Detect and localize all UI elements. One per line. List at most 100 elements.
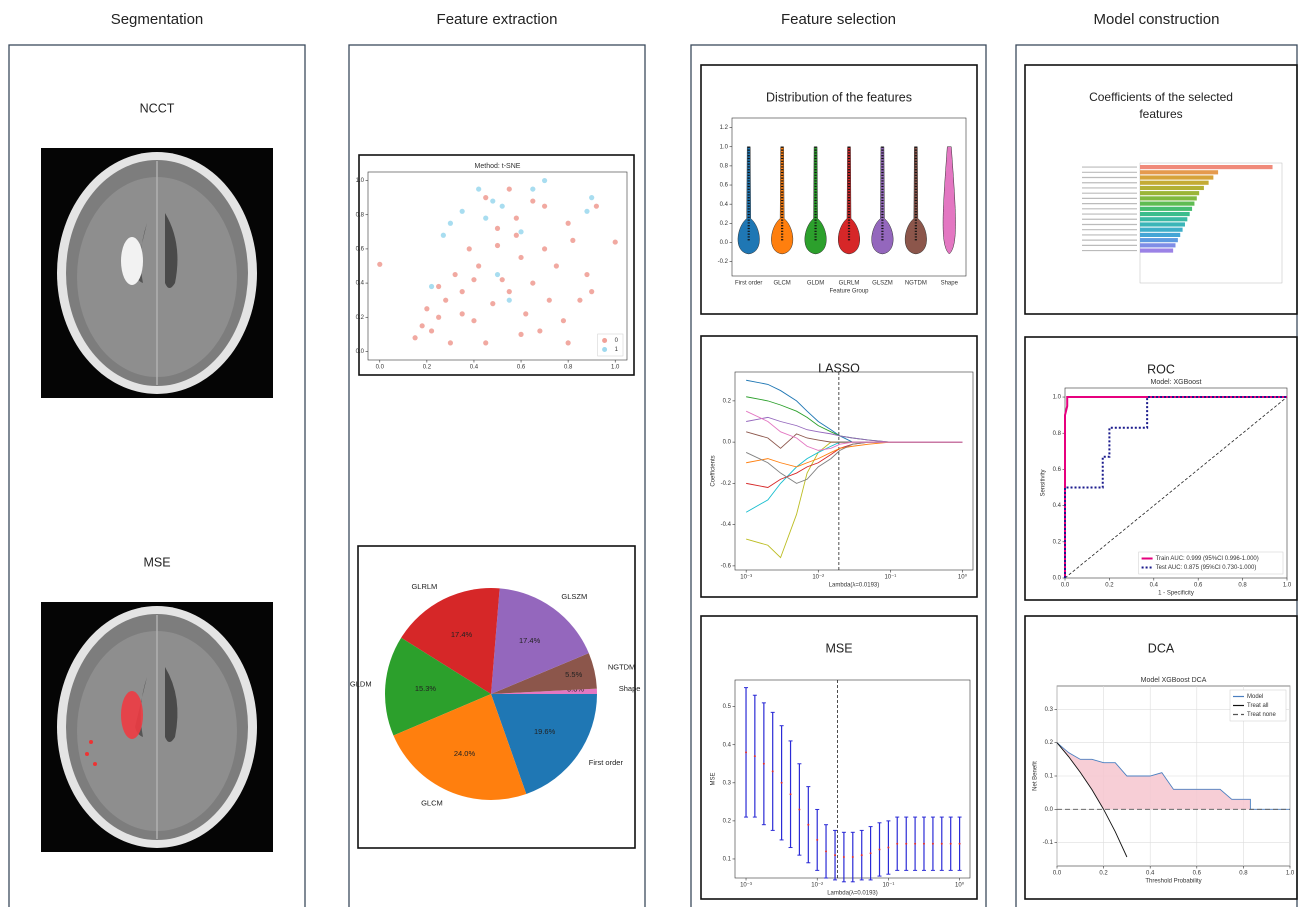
pie-label: Shape <box>619 684 641 693</box>
mean-point <box>932 843 934 845</box>
line-series <box>746 442 962 467</box>
bar <box>1140 228 1183 232</box>
scatter-point <box>476 186 481 191</box>
line-series <box>746 442 962 483</box>
scatter-point <box>518 229 523 234</box>
line-series <box>746 397 962 442</box>
x-axis-label: Threshold Probability <box>1145 879 1201 885</box>
legend-label: Treat none <box>1247 712 1276 718</box>
x-tick-label: 0.4 <box>1146 871 1155 877</box>
scatter-point <box>495 243 500 248</box>
bar <box>1140 217 1187 221</box>
panel-title: ROC <box>1147 362 1175 376</box>
bar <box>1140 248 1173 252</box>
scatter-point <box>483 195 488 200</box>
scatter-point <box>584 272 589 277</box>
scatter-point <box>613 239 618 244</box>
x-tick-label: Shape <box>941 281 959 287</box>
y-tick-label: 0.8 <box>720 163 729 169</box>
line-series <box>746 442 962 558</box>
bar <box>1140 170 1218 174</box>
lesion-spot <box>89 740 93 744</box>
scatter-point <box>589 289 594 294</box>
x-tick-label: 0.0 <box>376 365 385 371</box>
scatter-point <box>570 238 575 243</box>
chart-title: Method: t-SNE <box>475 163 521 170</box>
x-tick-label: GLSZM <box>872 281 893 287</box>
scatter-point <box>530 280 535 285</box>
x-tick-label: 0.4 <box>1150 583 1159 589</box>
ct-image <box>41 602 273 852</box>
x-tick-label: 0.0 <box>1053 871 1062 877</box>
bar <box>1140 186 1204 190</box>
scatter-point <box>467 246 472 251</box>
scatter-point <box>429 328 434 333</box>
mean-point <box>959 843 961 845</box>
pie-value-label: 17.4% <box>519 636 541 645</box>
mean-point <box>798 808 800 810</box>
y-tick-label: 0.4 <box>356 281 365 287</box>
bar <box>1140 181 1209 185</box>
bar <box>1140 196 1197 200</box>
scatter-point <box>577 298 582 303</box>
scatter-point <box>441 233 446 238</box>
scatter-point <box>530 186 535 191</box>
scatter-point <box>554 263 559 268</box>
y-tick-label: 0.0 <box>723 440 732 446</box>
y-tick-label: -0.1 <box>1043 840 1054 846</box>
scatter-point <box>436 284 441 289</box>
y-axis-label: MSE <box>711 772 717 785</box>
y-tick-label: 0.2 <box>356 315 365 321</box>
pie-value-label: 17.4% <box>451 630 473 639</box>
y-tick-label: 0.2 <box>723 398 732 404</box>
scatter-point <box>514 233 519 238</box>
violin <box>943 147 956 254</box>
pie-label: NGTDM <box>608 662 636 671</box>
bar <box>1140 233 1180 237</box>
workflow-figure: SegmentationFeature extractionFeature se… <box>0 0 1299 907</box>
y-tick-label: 0.0 <box>1045 807 1054 813</box>
lesion-spot <box>93 762 97 766</box>
column-title: Segmentation <box>111 11 204 28</box>
scatter-point <box>566 340 571 345</box>
y-tick-label: 0.0 <box>1053 576 1062 582</box>
x-tick-label: 1.0 <box>1286 871 1295 877</box>
mean-point <box>896 843 898 845</box>
legend-box <box>598 334 623 356</box>
chart-title: Model XGBoost DCA <box>1141 677 1207 684</box>
bar <box>1140 175 1213 179</box>
y-tick-label: 0.2 <box>723 818 732 824</box>
mean-point <box>861 854 863 856</box>
scatter-point <box>547 298 552 303</box>
x-tick-label: First order <box>735 281 762 287</box>
mean-point <box>834 854 836 856</box>
x-tick-label: 10⁰ <box>958 574 968 581</box>
y-tick-label: 0.4 <box>723 742 732 748</box>
scatter-point <box>500 277 505 282</box>
y-tick-label: 0.4 <box>1053 503 1062 509</box>
mean-point <box>772 770 774 772</box>
pie-label: GLRLM <box>411 582 437 591</box>
pie-value-label: 19.6% <box>534 727 556 736</box>
scatter-point <box>471 318 476 323</box>
line-series <box>746 380 962 442</box>
pie-value-label: 5.5% <box>565 670 582 679</box>
bar <box>1140 222 1185 226</box>
mean-point <box>941 843 943 845</box>
y-tick-label: 0.6 <box>1053 467 1062 473</box>
scatter-point <box>537 328 542 333</box>
mean-point <box>870 852 872 854</box>
pie-label: GLCM <box>421 799 443 808</box>
y-tick-label: 0.6 <box>356 246 365 252</box>
scatter-point <box>471 277 476 282</box>
scatter-point <box>523 311 528 316</box>
scatter-point <box>542 246 547 251</box>
y-tick-label: 0.8 <box>356 212 365 218</box>
line-series <box>746 442 962 512</box>
plot-frame <box>1065 388 1287 578</box>
bar <box>1140 243 1176 247</box>
y-tick-label: 0.2 <box>1053 539 1062 545</box>
y-tick-label: 0.1 <box>1045 774 1054 780</box>
x-tick-label: 1.0 <box>611 365 620 371</box>
x-tick-label: 10⁻¹ <box>882 883 894 889</box>
